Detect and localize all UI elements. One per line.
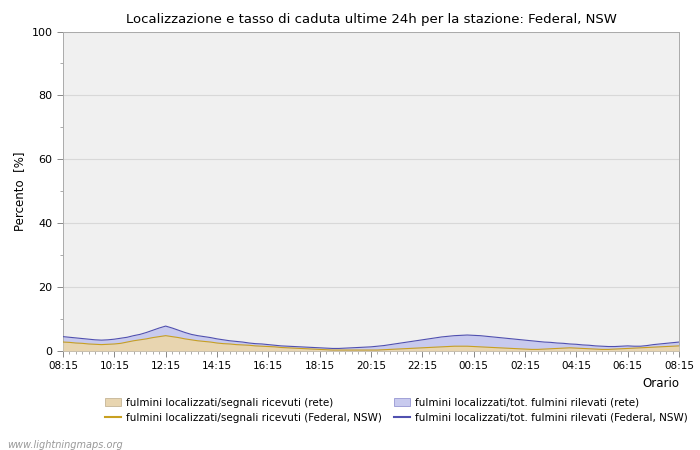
Text: Orario: Orario [642,377,679,390]
Text: www.lightningmaps.org: www.lightningmaps.org [7,440,122,450]
Y-axis label: Percento  [%]: Percento [%] [13,152,26,231]
Legend: fulmini localizzati/segnali ricevuti (rete), fulmini localizzati/segnali ricevut: fulmini localizzati/segnali ricevuti (re… [105,398,688,423]
Title: Localizzazione e tasso di caduta ultime 24h per la stazione: Federal, NSW: Localizzazione e tasso di caduta ultime … [125,13,617,26]
